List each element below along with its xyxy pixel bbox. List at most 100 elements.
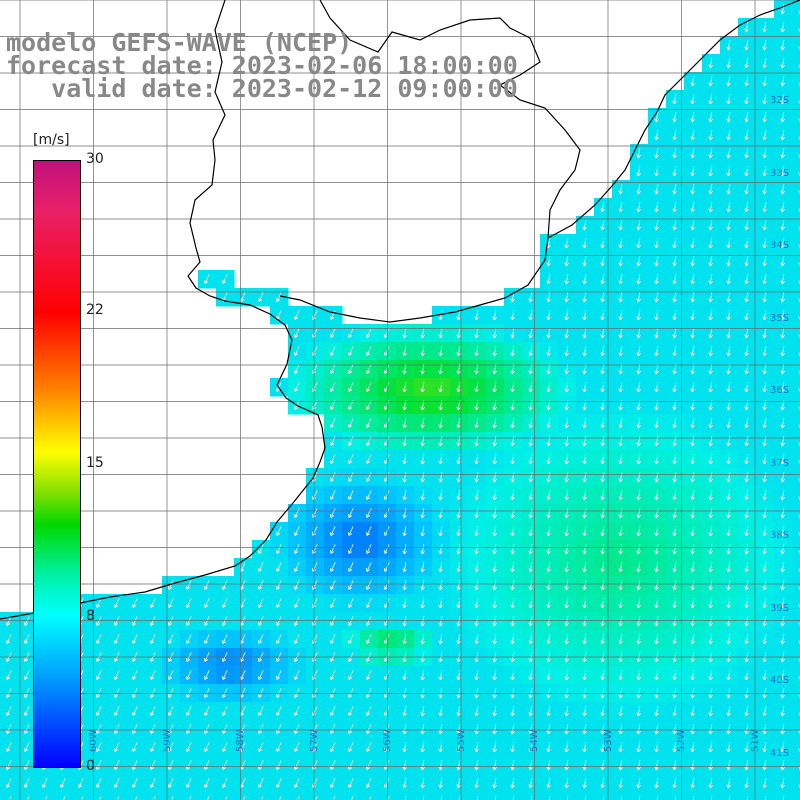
wind-arrow	[402, 472, 407, 483]
wind-arrow	[744, 346, 749, 357]
wind-arrow	[114, 598, 120, 608]
wind-arrow	[456, 706, 461, 717]
wind-arrow	[762, 634, 767, 645]
wind-arrow	[456, 310, 461, 321]
wind-cell	[414, 792, 433, 800]
wind-arrow	[780, 382, 785, 393]
wind-arrow	[24, 724, 30, 734]
wind-arrow	[456, 562, 461, 573]
wind-cell	[522, 792, 541, 800]
wind-arrow	[474, 418, 479, 429]
wind-arrow	[672, 616, 677, 627]
wind-arrow	[420, 382, 425, 393]
wind-arrow	[636, 202, 641, 213]
wind-arrow	[708, 148, 713, 159]
wind-arrow	[510, 778, 515, 789]
wind-arrow	[222, 688, 228, 698]
wind-arrow	[708, 454, 713, 465]
wind-arrow	[564, 310, 569, 321]
wind-arrow	[492, 508, 497, 519]
wind-cell	[558, 792, 577, 800]
wind-arrow	[708, 490, 713, 501]
wind-arrow	[726, 328, 731, 339]
wind-arrow	[582, 616, 587, 627]
wind-arrow	[366, 508, 372, 518]
wind-arrow	[708, 778, 713, 789]
wind-arrow	[564, 364, 569, 375]
wind-arrow	[456, 526, 461, 537]
wind-arrow	[708, 274, 713, 285]
wind-arrow	[618, 526, 623, 537]
wind-arrow	[690, 760, 695, 771]
wind-arrow	[404, 796, 407, 800]
wind-arrow	[348, 346, 354, 356]
wind-arrow	[438, 688, 443, 699]
wind-arrow	[366, 706, 372, 716]
wind-arrow	[780, 508, 785, 519]
wind-arrow	[654, 292, 659, 303]
wind-arrow	[546, 364, 551, 375]
wind-arrow	[492, 454, 497, 465]
wind-arrow	[780, 454, 785, 465]
wind-cell	[792, 432, 800, 451]
wind-arrow	[330, 454, 336, 464]
wind-arrow	[762, 76, 767, 87]
wind-cell	[720, 792, 739, 800]
wind-arrow	[492, 670, 497, 681]
wind-arrow	[348, 418, 354, 428]
wind-arrow	[744, 508, 749, 519]
wind-arrow	[618, 274, 623, 285]
wind-arrow	[744, 220, 749, 231]
wind-arrow	[564, 778, 569, 789]
wind-cell	[666, 792, 685, 800]
wind-arrow	[780, 706, 785, 717]
wind-arrow	[222, 778, 228, 788]
wind-arrow	[348, 706, 354, 716]
wind-arrow	[168, 778, 174, 788]
wind-arrow	[222, 742, 228, 752]
colorbar-unit: [m/s]	[33, 132, 70, 148]
wind-arrow	[438, 634, 443, 645]
wind-arrow	[369, 796, 372, 800]
wind-arrow	[186, 634, 192, 644]
wind-arrow	[312, 508, 318, 518]
wind-arrow	[672, 688, 677, 699]
wind-arrow	[279, 796, 282, 800]
wind-arrow	[618, 346, 623, 357]
wind-arrow	[330, 598, 336, 608]
wind-arrow	[690, 310, 695, 321]
wind-arrow	[708, 58, 713, 69]
wind-arrow	[420, 328, 425, 339]
wind-arrow	[618, 184, 623, 195]
wind-arrow	[582, 220, 587, 231]
wind-arrow	[510, 742, 515, 753]
wind-arrow	[618, 256, 623, 267]
wind-arrow	[402, 418, 407, 429]
wind-arrow	[78, 778, 84, 788]
wind-arrow	[726, 688, 731, 699]
wind-arrow	[114, 634, 120, 644]
wind-cell	[486, 792, 505, 800]
wind-arrow	[564, 688, 569, 699]
wind-arrow	[474, 580, 479, 591]
wind-arrow	[564, 490, 569, 501]
wind-arrow	[456, 418, 461, 429]
wind-cell	[90, 792, 109, 800]
wind-arrow	[672, 202, 677, 213]
latitude-label: 40S	[770, 675, 790, 686]
wind-arrow	[492, 598, 497, 609]
wind-arrow	[726, 382, 731, 393]
latitude-label: 36S	[770, 385, 790, 396]
wind-arrow	[618, 202, 623, 213]
wind-arrow	[564, 616, 569, 627]
wind-arrow	[762, 742, 767, 753]
wind-arrow	[708, 166, 713, 177]
wind-arrow	[618, 292, 623, 303]
coastline-brazil	[547, 0, 800, 239]
longitude-label: 55W	[455, 729, 467, 752]
wind-arrow	[582, 562, 587, 573]
wind-arrow	[690, 364, 695, 375]
wind-arrow	[600, 634, 605, 645]
wind-arrow	[618, 220, 623, 231]
wind-arrow	[276, 598, 282, 608]
